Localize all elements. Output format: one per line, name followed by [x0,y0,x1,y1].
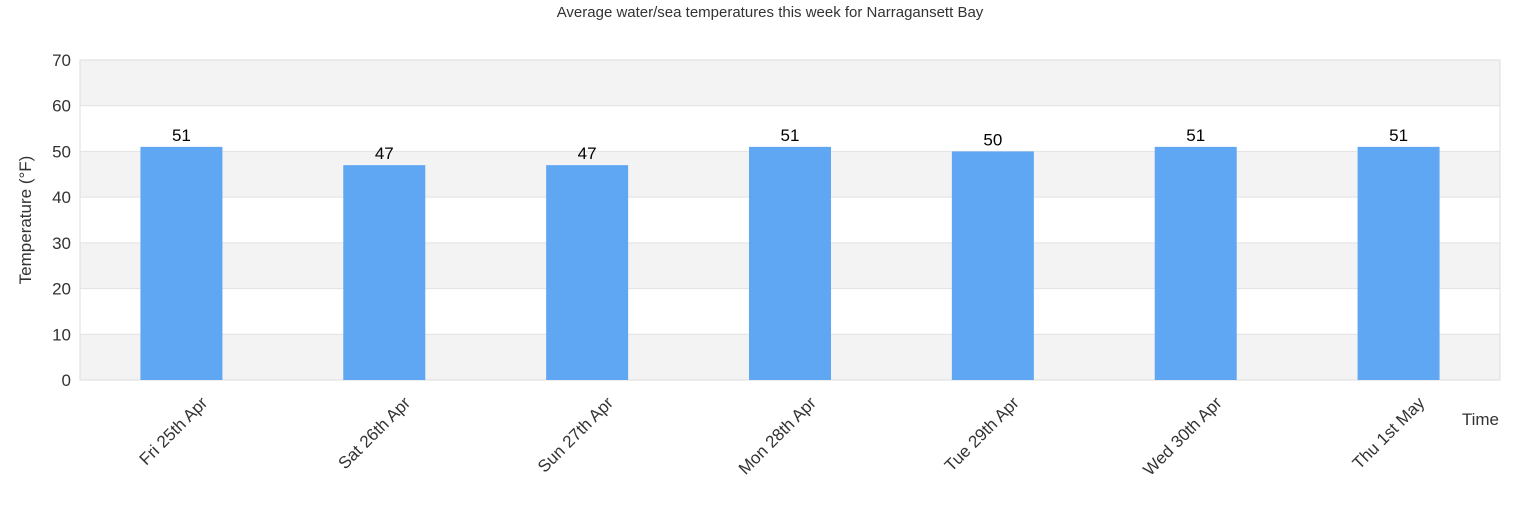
y-tick-label: 20 [52,280,71,299]
y-axis-label: Temperature (°F) [16,156,35,285]
y-axis-ticks: 0 10 20 30 40 50 60 70 [52,51,71,390]
bar [749,146,831,380]
bar [140,146,223,380]
y-tick-label: 40 [52,188,71,207]
bar [343,165,426,380]
y-tick-label: 70 [52,51,71,70]
y-tick-label: 60 [52,97,71,116]
bar [951,151,1034,380]
x-axis-label: Time [1462,410,1499,429]
x-tick-label: Fri 25th Apr [136,393,212,469]
x-tick-label: Tue 29th Apr [941,393,1023,475]
chart-title: Average water/sea temperatures this week… [557,4,984,21]
x-tick-label: Sun 27th Apr [534,393,617,476]
bars [140,146,1440,380]
x-tick-label: Mon 28th Apr [735,393,820,478]
x-tick-label: Wed 30th Apr [1139,393,1225,479]
data-label: 51 [172,126,191,145]
data-label: 51 [1389,126,1408,145]
x-tick-label: Thu 1st May [1349,393,1429,473]
y-tick-label: 10 [52,325,71,344]
bar [1154,146,1237,380]
y-tick-label: 0 [62,371,71,390]
grid-band [80,60,1500,106]
data-label: 47 [578,144,597,163]
data-label: 50 [983,130,1002,149]
data-label: 47 [375,144,394,163]
x-tick-label: Sat 26th Apr [335,393,415,473]
bar [1357,146,1440,380]
y-tick-label: 50 [52,142,71,161]
data-label: 51 [781,126,800,145]
x-axis-ticks: Fri 25th Apr Sat 26th Apr Sun 27th Apr Mon … [136,393,1429,479]
data-label: 51 [1186,126,1205,145]
data-labels: 51 47 47 51 50 51 51 [172,126,1408,163]
bar [546,165,629,380]
y-tick-label: 30 [52,234,71,253]
